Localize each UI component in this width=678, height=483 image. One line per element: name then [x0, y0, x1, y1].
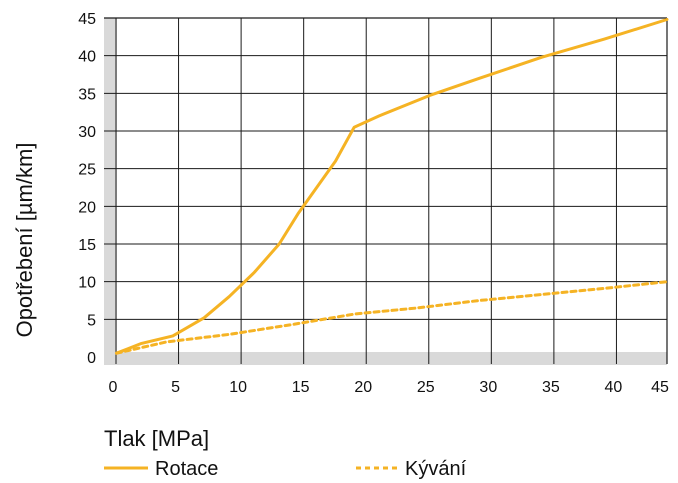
y-tick-label: 45: [78, 11, 96, 28]
series-line-rotace: [115, 18, 669, 355]
x-axis-label: Tlak [MPa]: [104, 426, 209, 451]
legend-label-kyvani: Kývání: [405, 458, 467, 480]
x-tick-label: 15: [292, 379, 310, 396]
y-tick-label: 0: [87, 350, 96, 367]
x-tick-label: 25: [417, 379, 435, 396]
x-tick-label: 5: [171, 379, 180, 396]
x-tick-labels: 0 5 10 15 20 25 30 35 40 45: [109, 379, 669, 396]
y-tick-label: 25: [78, 162, 96, 179]
x-tick-label: 45: [651, 379, 669, 396]
grid-lines: [104, 17, 668, 364]
y-tick-label: 5: [87, 312, 96, 329]
y-tick-label: 20: [78, 199, 96, 216]
x-tick-label: 10: [229, 379, 247, 396]
y-tick-label: 10: [78, 275, 96, 292]
series-line-kyvani: [115, 280, 669, 355]
x-axis-band: [104, 352, 667, 365]
legend: Rotace Kývání: [104, 458, 467, 480]
x-tick-label: 30: [479, 379, 497, 396]
series-layer: [115, 18, 669, 355]
y-tick-label: 30: [78, 124, 96, 141]
y-axis-label: Opotřebení [µm/km]: [12, 143, 37, 338]
x-tick-label: 35: [542, 379, 560, 396]
x-tick-label: 40: [605, 379, 623, 396]
y-tick-label: 35: [78, 86, 96, 103]
legend-label-rotace: Rotace: [155, 458, 218, 480]
y-tick-label: 15: [78, 237, 96, 254]
y-axis-band: [104, 18, 117, 364]
y-tick-label: 40: [78, 49, 96, 66]
x-tick-label: 20: [354, 379, 372, 396]
x-tick-label: 0: [109, 379, 118, 396]
y-tick-labels: 0 5 10 15 20 25 30 35 40 45: [78, 11, 96, 367]
